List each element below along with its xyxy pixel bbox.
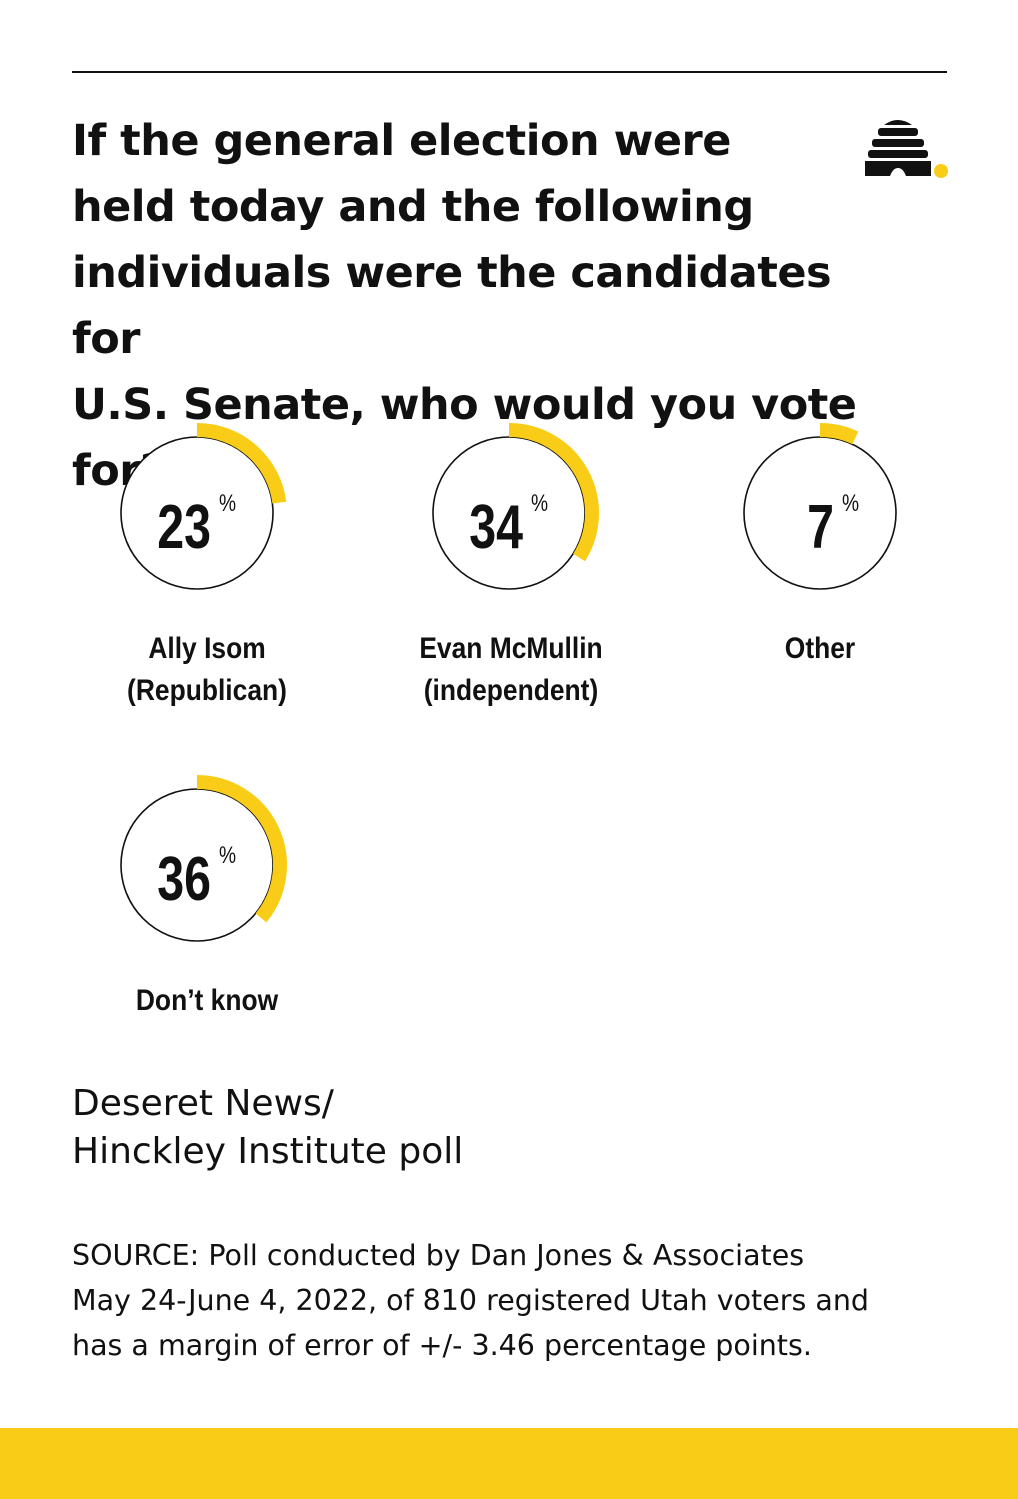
donut-value-label: 34	[469, 492, 523, 561]
publisher-line: Deseret News/	[72, 1083, 334, 1124]
title-line: individuals were the candidates for	[72, 248, 832, 364]
beehive-icon	[865, 120, 948, 178]
label-line: (Republican)	[127, 674, 287, 707]
publisher-credit: Deseret News/ Hinckley Institute poll	[72, 1080, 463, 1176]
top-divider	[72, 71, 947, 73]
label-line: (independent)	[423, 674, 599, 707]
donut-value-arc	[508, 423, 599, 562]
title-line: held today and the following	[72, 182, 754, 232]
label-line: Ally Isom	[148, 632, 266, 665]
donut-unit-label: %	[531, 489, 548, 517]
item-label-ally-isom: Ally Isom (Republican)	[93, 628, 322, 712]
label-line: Other	[784, 632, 856, 665]
source-line: has a margin of error of +/- 3.46 percen…	[72, 1329, 812, 1362]
donut-value-label: 36	[157, 844, 211, 913]
label-line: Don’t know	[135, 984, 279, 1017]
source-line: May 24-June 4, 2022, of 810 registered U…	[72, 1284, 869, 1317]
item-label-dont-know: Don’t know	[93, 980, 322, 1022]
source-line: SOURCE: Poll conducted by Dan Jones & As…	[72, 1239, 805, 1272]
footer-accent-bar	[0, 1428, 1018, 1499]
donut-group: 7%	[743, 423, 897, 590]
label-line: Evan McMullin	[419, 632, 603, 665]
donut-value-label: 7	[807, 492, 834, 561]
donut-value-arc	[196, 423, 287, 504]
donut-group: 23%	[120, 423, 287, 590]
donut-value-arc	[196, 775, 287, 923]
item-label-other: Other	[706, 628, 935, 670]
donut-group: 36%	[120, 775, 287, 942]
title-line: If the general election were	[72, 116, 731, 166]
chart-title: If the general election were held today …	[72, 108, 862, 504]
donut-value-arc	[819, 423, 859, 445]
donut-unit-label: %	[842, 489, 859, 517]
publisher-line: Hinckley Institute poll	[72, 1131, 464, 1172]
donut-unit-label: %	[219, 489, 236, 517]
donut-group: 34%	[432, 423, 599, 590]
source-note: SOURCE: Poll conducted by Dan Jones & As…	[72, 1233, 972, 1368]
donut-value-label: 23	[157, 492, 211, 561]
item-label-evan-mcmullin: Evan McMullin (independent)	[397, 628, 626, 712]
donut-unit-label: %	[219, 841, 236, 869]
donut-chart: 23% 34% 7 %36%	[120, 423, 897, 942]
